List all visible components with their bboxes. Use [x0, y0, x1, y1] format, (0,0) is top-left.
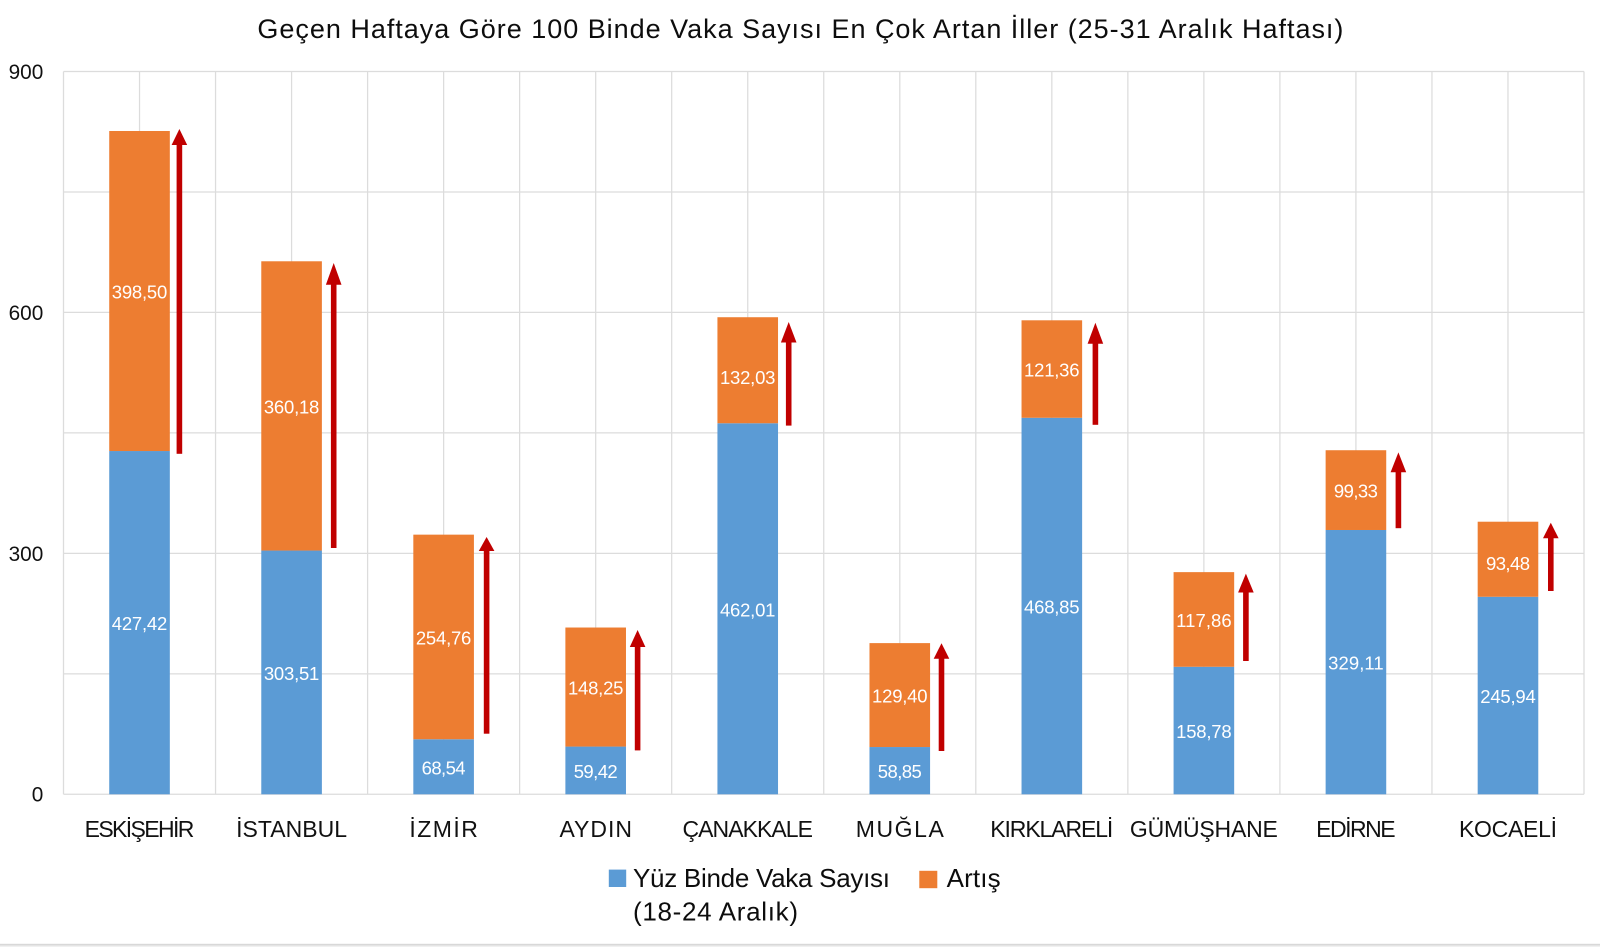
svg-text:İZMİR: İZMİR: [409, 816, 478, 842]
svg-text:59,42: 59,42: [574, 761, 618, 782]
svg-text:ÇANAKKALE: ÇANAKKALE: [682, 816, 813, 842]
svg-text:303,51: 303,51: [264, 663, 320, 684]
svg-text:462,01: 462,01: [720, 599, 776, 620]
svg-text:KOCAELİ: KOCAELİ: [1459, 816, 1557, 842]
svg-text:(18-24 Aralık): (18-24 Aralık): [633, 896, 798, 926]
svg-text:MUĞLA: MUĞLA: [856, 816, 945, 842]
svg-text:121,36: 121,36: [1024, 360, 1080, 381]
svg-text:398,50: 398,50: [112, 282, 168, 303]
svg-text:468,85: 468,85: [1024, 597, 1080, 618]
svg-text:68,54: 68,54: [422, 757, 466, 778]
svg-text:KIRKLARELİ: KIRKLARELİ: [990, 816, 1113, 842]
svg-text:Yüz Binde Vaka Sayısı: Yüz Binde Vaka Sayısı: [633, 863, 890, 893]
svg-text:İSTANBUL: İSTANBUL: [236, 816, 347, 842]
svg-text:117,86: 117,86: [1176, 610, 1232, 631]
svg-text:148,25: 148,25: [568, 678, 624, 699]
svg-text:58,85: 58,85: [878, 761, 922, 782]
svg-text:254,76: 254,76: [416, 628, 472, 649]
svg-text:93,48: 93,48: [1486, 553, 1530, 574]
svg-text:ESKİŞEHİR: ESKİŞEHİR: [85, 816, 195, 842]
svg-text:245,94: 245,94: [1480, 686, 1536, 707]
svg-text:EDİRNE: EDİRNE: [1316, 816, 1396, 842]
svg-text:600: 600: [9, 302, 44, 325]
svg-text:900: 900: [9, 61, 44, 84]
svg-text:Geçen Haftaya Göre 100 Binde V: Geçen Haftaya Göre 100 Binde Vaka Sayısı…: [257, 13, 1343, 44]
svg-text:329,11: 329,11: [1328, 653, 1384, 674]
svg-text:129,40: 129,40: [872, 686, 928, 707]
svg-text:0: 0: [32, 784, 44, 807]
svg-text:300: 300: [9, 543, 44, 566]
svg-text:AYDIN: AYDIN: [559, 816, 632, 842]
svg-text:Artış: Artış: [947, 863, 1001, 893]
svg-text:427,42: 427,42: [112, 613, 168, 634]
svg-text:360,18: 360,18: [264, 396, 320, 417]
svg-text:132,03: 132,03: [720, 367, 776, 388]
svg-text:GÜMÜŞHANE: GÜMÜŞHANE: [1130, 816, 1278, 842]
svg-text:158,78: 158,78: [1176, 721, 1232, 742]
svg-text:99,33: 99,33: [1334, 481, 1378, 502]
